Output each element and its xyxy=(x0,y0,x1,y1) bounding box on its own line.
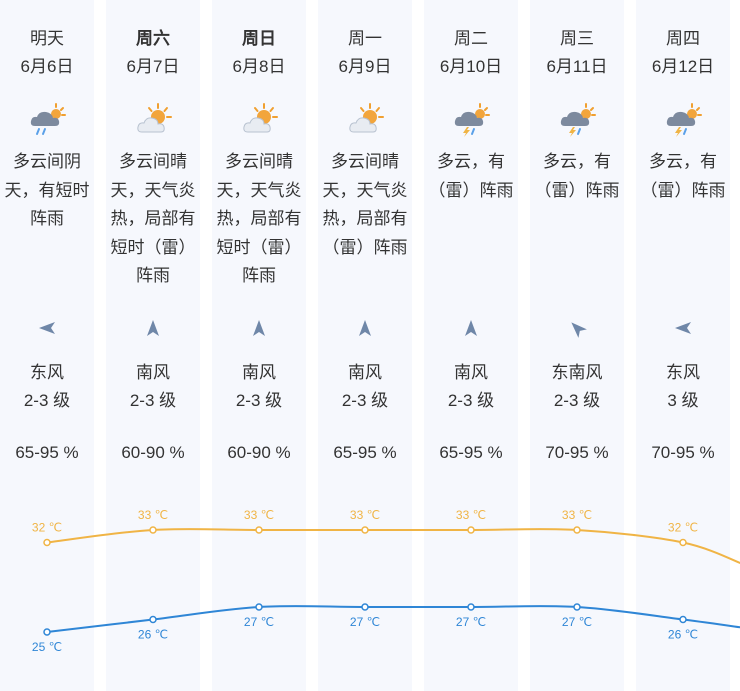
cloudy-thunder-shower-icon xyxy=(665,102,703,138)
day-date: 6月10日 xyxy=(439,57,503,76)
day-name: 周日 xyxy=(242,29,276,48)
wind-direction: 东风 xyxy=(30,363,64,382)
wind-from-south-icon xyxy=(355,318,375,338)
humidity: 65-95 % xyxy=(333,443,397,462)
wind-from-south-icon xyxy=(249,318,269,338)
weather-description: 多云间晴天，天气炎热，局部有短时（雷）阵雨 xyxy=(110,152,196,286)
weather-description: 多云间阴天，有短时阵雨 xyxy=(4,152,90,229)
weather-description: 多云，有（雷）阵雨 xyxy=(534,152,620,200)
cloudy-shower-icon xyxy=(29,102,67,138)
partly-sunny-icon xyxy=(241,102,279,138)
weather-description: 多云，有（雷）阵雨 xyxy=(640,152,726,200)
humidity: 60-90 % xyxy=(121,443,185,462)
forecast-day-column: 周四 6月12日 多云，有（雷）阵雨 东风 3 级 70-95 % xyxy=(636,0,730,691)
forecast-day-column: 周三 6月11日 多云，有（雷）阵雨 东南风 2-3 级 70-95 % xyxy=(530,0,624,691)
humidity: 60-90 % xyxy=(227,443,291,462)
wind-direction: 南风 xyxy=(348,363,382,382)
wind-from-east-icon xyxy=(37,318,57,338)
wind-direction: 南风 xyxy=(454,363,488,382)
cloudy-thunder-shower-icon xyxy=(559,102,597,138)
wind-level: 3 级 xyxy=(667,391,699,410)
partly-sunny-icon xyxy=(135,102,173,138)
humidity: 65-95 % xyxy=(15,443,79,462)
day-date: 6月8日 xyxy=(232,57,286,76)
weather-description: 多云间晴天，天气炎热，局部有（雷）阵雨 xyxy=(322,152,408,257)
day-name: 周四 xyxy=(666,29,700,48)
humidity: 65-95 % xyxy=(439,443,503,462)
day-date: 6月9日 xyxy=(338,57,392,76)
wind-from-south-icon xyxy=(143,318,163,338)
day-name: 明天 xyxy=(30,29,64,48)
partly-sunny-icon xyxy=(347,102,385,138)
day-name: 周六 xyxy=(136,29,170,48)
humidity: 70-95 % xyxy=(545,443,609,462)
wind-level: 2-3 级 xyxy=(341,391,389,410)
forecast-day-column: 周二 6月10日 多云，有（雷）阵雨 南风 2-3 级 65-95 % xyxy=(424,0,518,691)
wind-direction: 东风 xyxy=(666,363,700,382)
wind-level: 2-3 级 xyxy=(447,391,495,410)
forecast-day-column: 周日 6月8日 多云间晴天，天气炎热，局部有短时（雷）阵雨 南风 2-3 级 6… xyxy=(212,0,306,691)
wind-from-south-icon xyxy=(461,318,481,338)
day-name: 周一 xyxy=(348,29,382,48)
cloudy-thunder-shower-icon xyxy=(453,102,491,138)
day-name: 周二 xyxy=(454,29,488,48)
forecast-day-column: 明天 6月6日 多云间阴天，有短时阵雨 东风 2-3 级 65-95 % xyxy=(0,0,94,691)
wind-level: 2-3 级 xyxy=(129,391,177,410)
day-date: 6月11日 xyxy=(546,57,608,76)
weather-description: 多云，有（雷）阵雨 xyxy=(428,152,514,200)
weather-description: 多云间晴天，天气炎热，局部有短时（雷）阵雨 xyxy=(216,152,302,286)
day-date: 6月6日 xyxy=(20,57,74,76)
wind-level: 2-3 级 xyxy=(23,391,71,410)
wind-level: 2-3 级 xyxy=(235,391,283,410)
day-date: 6月12日 xyxy=(651,57,715,76)
wind-from-east-icon xyxy=(673,318,693,338)
day-name: 周三 xyxy=(560,29,594,48)
day-date: 6月7日 xyxy=(126,57,180,76)
wind-level: 2-3 级 xyxy=(553,391,601,410)
wind-from-southeast-icon xyxy=(567,318,587,338)
forecast-day-column: 周六 6月7日 多云间晴天，天气炎热，局部有短时（雷）阵雨 南风 2-3 级 6… xyxy=(106,0,200,691)
forecast-day-column: 周一 6月9日 多云间晴天，天气炎热，局部有（雷）阵雨 南风 2-3 级 65-… xyxy=(318,0,412,691)
humidity: 70-95 % xyxy=(651,443,715,462)
wind-direction: 南风 xyxy=(242,363,276,382)
wind-direction: 南风 xyxy=(136,363,170,382)
wind-direction: 东南风 xyxy=(551,363,603,382)
